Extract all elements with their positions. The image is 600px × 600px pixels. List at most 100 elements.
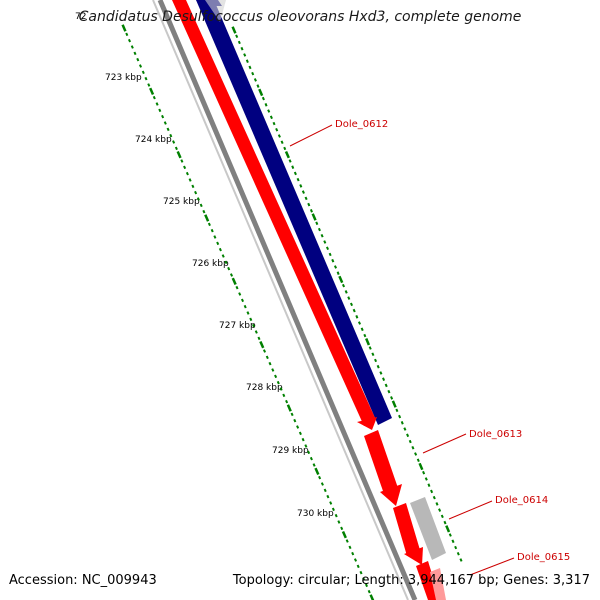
tick-mark-inner	[231, 277, 237, 286]
tick-label-728: 728 kbp	[246, 383, 283, 393]
tick-mark-inner	[337, 520, 341, 524]
tick-mark-outer	[267, 109, 271, 113]
tick-mark-inner	[279, 387, 283, 391]
tick-mark-inner	[329, 501, 333, 505]
tick-mark-outer	[418, 462, 424, 471]
tick-mark-outer	[400, 421, 404, 425]
gene-dole-0612-bar[interactable]	[196, 0, 392, 425]
tick-mark-outer	[261, 96, 265, 101]
tick-marks-outer	[231, 26, 463, 562]
leader-dole-0612	[289, 124, 333, 147]
gene-label-dole-0613: Dole_0613	[469, 429, 522, 440]
tick-mark-outer	[323, 240, 327, 244]
tick-mark-inner	[251, 323, 256, 328]
tick-mark-inner	[259, 340, 265, 349]
tick-mark-inner	[249, 317, 253, 322]
tick-label-729: 729 kbp	[272, 446, 309, 456]
tick-mark-inner	[196, 197, 200, 201]
tick-mark-outer	[288, 159, 292, 163]
tick-mark-inner	[152, 95, 156, 100]
tick-mark-inner	[218, 247, 222, 252]
other-feature-bar[interactable]	[410, 497, 446, 560]
tick-mark-inner	[224, 260, 228, 265]
tick-mark-inner	[345, 539, 349, 543]
tick-mark-outer	[408, 439, 412, 444]
tick-mark-inner	[348, 545, 352, 550]
tick-mark-outer	[448, 533, 452, 537]
tick-mark-inner	[238, 292, 242, 296]
gene-dole-0612-top-cap	[205, 0, 226, 22]
tick-mark-outer	[456, 551, 460, 556]
tick-mark-outer	[344, 290, 348, 294]
tick-mark-outer	[376, 364, 380, 369]
tick-mark-inner	[312, 463, 316, 467]
tick-mark-inner	[213, 235, 217, 239]
tick-mark-outer	[231, 26, 237, 34]
tick-mark-outer	[307, 202, 311, 207]
tick-mark-outer	[245, 59, 249, 63]
tick-mark-inner	[265, 355, 269, 360]
tick-mark-inner	[296, 425, 300, 429]
tick-mark-outer	[253, 78, 257, 82]
tick-mark-outer	[424, 477, 428, 481]
gene-dole-0613-bar[interactable]	[364, 430, 398, 494]
tick-mark-outer	[443, 520, 447, 525]
tick-mark-outer	[243, 53, 247, 57]
tick-mark-inner	[331, 507, 335, 512]
tick-mark-outer	[411, 445, 415, 450]
tick-mark-inner	[257, 336, 261, 341]
leader-dole-0613	[422, 433, 467, 454]
tick-mark-outer	[240, 46, 244, 51]
tick-mark-inner	[204, 214, 210, 222]
tick-label-722: 72	[75, 12, 86, 22]
gene-label-dole-0614: Dole_0614	[495, 495, 548, 506]
tick-mark-outer	[438, 508, 442, 512]
tick-mark-inner	[221, 254, 225, 258]
tick-mark-outer	[451, 539, 455, 544]
tick-mark-outer	[379, 371, 383, 375]
tick-label-725: 725 kbp	[163, 197, 200, 207]
tick-mark-inner	[194, 190, 198, 195]
tick-mark-outer	[406, 433, 410, 438]
tick-mark-outer	[341, 283, 346, 288]
tick-mark-outer	[272, 121, 276, 126]
tick-mark-inner	[174, 146, 178, 151]
tick-label-727: 727 kbp	[219, 321, 256, 331]
tick-mark-outer	[427, 483, 431, 487]
tick-mark-outer	[275, 127, 279, 132]
gene-label-dole-0612: Dole_0612	[335, 119, 388, 130]
tick-mark-inner	[334, 513, 338, 518]
tick-mark-outer	[391, 400, 397, 408]
tick-mark-outer	[333, 265, 338, 269]
tick-mark-inner	[169, 133, 173, 138]
tick-mark-outer	[365, 338, 371, 346]
gene-forward-1-bar[interactable]	[172, 0, 376, 426]
tick-mark-outer	[371, 352, 375, 357]
tick-mark-outer	[363, 333, 367, 338]
tick-mark-outer	[384, 383, 388, 388]
tick-mark-outer	[311, 213, 317, 221]
tick-mark-outer	[235, 34, 239, 39]
tick-mark-outer	[338, 275, 344, 284]
tick-mark-inner	[191, 184, 195, 189]
tick-mark-inner	[274, 374, 278, 379]
tick-mark-inner	[235, 285, 239, 290]
tick-mark-inner	[176, 150, 182, 159]
tick-mark-inner	[149, 87, 155, 96]
tick-mark-inner	[326, 494, 330, 499]
tick-mark-inner	[185, 171, 189, 176]
tick-mark-inner	[276, 380, 280, 385]
tick-mark-inner	[359, 570, 363, 575]
tick-mark-outer	[299, 184, 303, 188]
tick-mark-outer	[283, 146, 287, 151]
tick-mark-outer	[382, 377, 386, 381]
backbone-shadow	[152, 0, 409, 600]
tick-mark-inner	[293, 418, 297, 423]
tick-mark-inner	[161, 114, 165, 119]
tick-mark-inner	[207, 222, 211, 227]
gene-dole-0614-bar[interactable]	[393, 503, 420, 556]
tick-mark-outer	[258, 88, 264, 97]
tick-mark-inner	[210, 228, 214, 233]
tick-mark-inner	[318, 475, 322, 480]
tick-mark-inner	[229, 273, 234, 277]
